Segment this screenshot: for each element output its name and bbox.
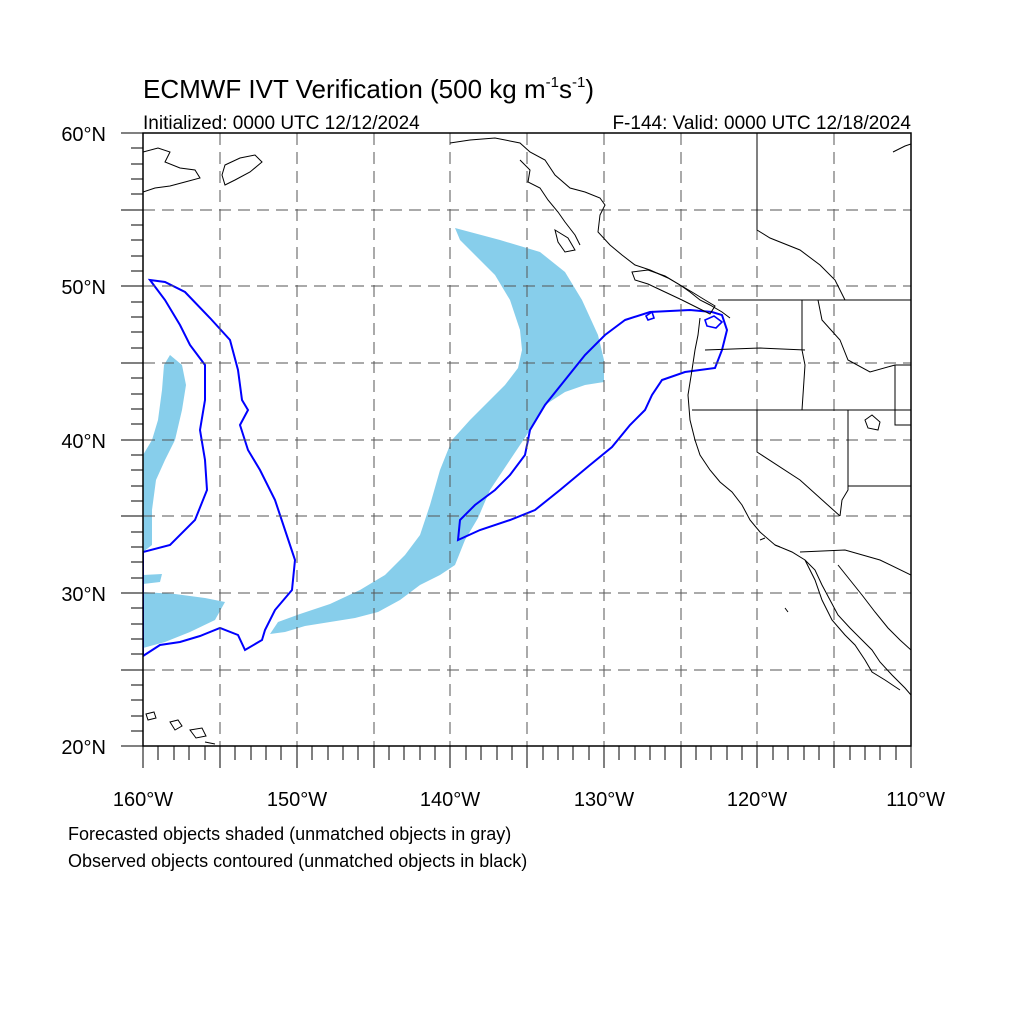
initialized-label: Initialized: 0000 UTC 12/12/2024 [143,113,420,134]
baja-california [804,559,901,691]
great-salt-lake [864,414,881,431]
observed-object-east-river [456,308,729,542]
lat-tick-labels: 60°N 50°N 40°N 30°N 20°N [61,124,106,759]
lon-label-110w: 110°W [886,789,945,811]
kodiak-island [221,154,263,186]
map-area [143,133,911,746]
lon-label-150w: 150°W [267,789,327,811]
forecast-note: Forecasted objects shaded (unmatched obj… [68,824,512,844]
graticule [143,133,911,746]
forecast-object-west-band [143,355,186,552]
alaska-peninsula-coast [143,147,201,193]
lon-label-130w: 130°W [574,789,634,811]
forecast-object-southwest [143,592,225,648]
lat-label-20n: 20°N [61,737,106,759]
vancouver-island [631,269,716,315]
figure-title: ECMWF IVT Verification (500 kg m-1s-1) [143,74,594,104]
valid-label: F-144: Valid: 0000 UTC 12/18/2024 [612,113,911,134]
observed-small-loop-2 [644,310,656,321]
minor-ticks [121,132,912,768]
lat-label-30n: 30°N [61,584,106,606]
observed-objects [143,278,729,658]
montana-idaho-border [817,299,911,373]
lat-label-60n: 60°N [61,124,106,146]
observed-small-loop [704,315,724,329]
channel-islands [759,537,789,613]
lon-label-140w: 140°W [420,789,480,811]
lon-label-120w: 120°W [727,789,787,811]
map-frame [142,132,912,747]
forecast-object-main-river [270,228,604,634]
lon-tick-labels: 160°W 150°W 140°W 130°W 120°W 110°W [113,789,945,811]
us-west-coast [687,317,911,696]
lat-label-40n: 40°N [61,431,106,453]
observed-object-west [143,278,297,658]
idaho-border [801,300,806,411]
british-columbia-interior-border [756,133,846,301]
lat-label-50n: 50°N [61,277,106,299]
washington-oregon-border [704,347,806,351]
forecast-object-west-small [143,574,162,584]
gulf-of-california-coast [837,564,911,651]
gulf-of-alaska-coast [449,137,731,319]
observed-note: Observed objects contoured (unmatched ob… [68,851,528,871]
nevada-border [756,410,849,517]
california-mexico-border [799,549,911,576]
forecast-objects [143,228,604,648]
southeast-alaska-islands [519,159,581,253]
utah-border [848,365,911,487]
hudson-bay-edge [892,143,911,153]
coastlines [143,133,911,745]
hawaii-islands [145,711,216,745]
lon-label-160w: 160°W [113,789,173,811]
